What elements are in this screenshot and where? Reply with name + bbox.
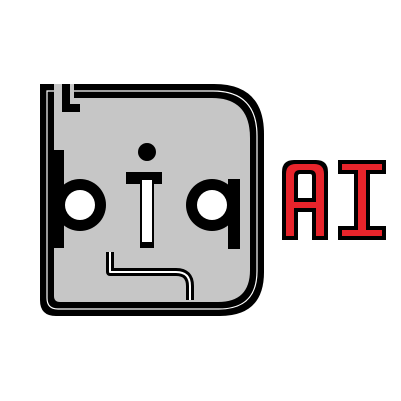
b-ascender-bar: [62, 84, 80, 112]
mouth-line-highlight: [109, 252, 191, 300]
letter-b: [52, 150, 106, 248]
letter-a: [282, 160, 328, 240]
letter-g: [186, 179, 240, 249]
letter-i: [126, 143, 162, 248]
face-inner-ring: [46, 90, 258, 310]
letter-i-upper: [338, 160, 386, 240]
